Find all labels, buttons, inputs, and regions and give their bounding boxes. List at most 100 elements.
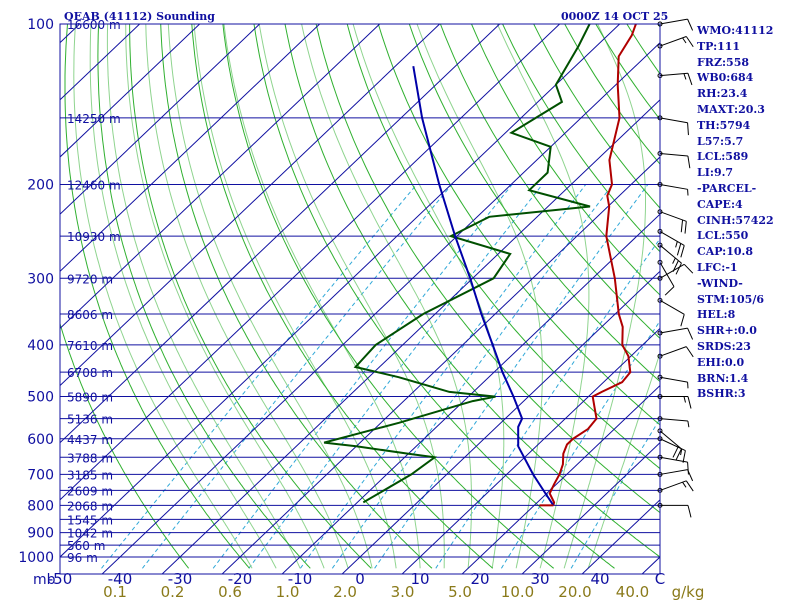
moist-adiabat: [563, 24, 646, 569]
pressure-tick-label: 100: [27, 17, 54, 33]
moist-adiabat: [258, 24, 445, 569]
wind-barb: [657, 480, 694, 493]
indices-panel: WMO:41112 TP:111 FRZ:558 WB0:684 RH:23.4 MAXT…: [697, 23, 774, 402]
height-label: 7610 m: [67, 339, 113, 353]
wind-barb-flag: [685, 346, 694, 358]
moist-adiabat: [496, 24, 590, 569]
pressure-tick-label: 700: [27, 467, 54, 483]
isotherm: [281, 213, 660, 574]
mixing-ratio-label: 5.0: [448, 583, 472, 600]
isotherm: [521, 442, 660, 574]
index-item: CINH:57422: [697, 213, 774, 227]
wind-barb: [657, 469, 694, 482]
wind-barb-staff: [659, 376, 688, 383]
wind-barb-flag: [687, 462, 689, 475]
mixing-ratio-label: 0.6: [218, 583, 242, 600]
pressure-tick-label: 200: [27, 177, 54, 193]
moist-adiabat: [145, 24, 349, 569]
index-item: BSHR:3: [697, 387, 746, 401]
pressure-tick-label: 600: [27, 432, 54, 448]
index-item: STM:105/6: [697, 292, 764, 306]
mixing-ratio-line: [101, 184, 417, 569]
isotherm: [60, 24, 500, 444]
height-label: 14250 m: [67, 112, 121, 126]
index-item: WB0:684: [697, 71, 754, 85]
isotherm: [101, 42, 660, 574]
wind-barb: [657, 394, 692, 409]
moist-adiabat: [301, 24, 472, 569]
wind-barb-half-flag: [680, 448, 683, 456]
dry-adiabat: [502, 24, 660, 253]
wind-barb: [657, 228, 685, 258]
index-item: BRN:1.4: [697, 371, 749, 385]
wind-barb-half-flag: [682, 37, 687, 44]
dry-adiabats: [60, 12, 800, 569]
wind-barb-flag: [685, 480, 694, 492]
wind-barb-flag: [684, 221, 687, 234]
wind-barb-staff: [659, 18, 688, 25]
index-item: MAXT:20.3: [697, 102, 765, 116]
dry-adiabat: [60, 322, 190, 569]
wind-barb-flag: [683, 263, 694, 274]
index-item: -WIND-: [697, 276, 743, 290]
dry-adiabat: [315, 24, 660, 514]
wind-barb-flag: [682, 450, 686, 463]
height-labels: 14250 m 12460 m 10930 m 9720 m 8606 m 7610 m 6…: [67, 18, 121, 565]
temperature-line: [548, 24, 637, 506]
dry-adiabat: [470, 24, 660, 296]
height-label: 560 m: [67, 539, 105, 553]
moist-adiabat: [193, 24, 397, 569]
height-label: 16600 m: [67, 18, 121, 32]
wind-barb: [657, 502, 692, 518]
wind-barb-staff: [659, 244, 682, 264]
dry-adiabat: [773, 12, 800, 568]
wind-barb: [657, 72, 693, 86]
index-item: CAPE:4: [697, 197, 743, 211]
wind-barb-staff: [659, 346, 687, 357]
wind-barb-flag: [687, 469, 694, 482]
pressure-tick-label: 800: [27, 498, 54, 514]
wind-barb: [657, 416, 690, 428]
wind-barb-staff: [659, 183, 688, 190]
index-item: WMO:41112: [697, 24, 774, 37]
isotherm: [401, 327, 660, 574]
isotherms: [60, 24, 660, 574]
wind-barb-staff: [659, 299, 685, 315]
mixing-ratio-line: [500, 320, 660, 569]
mixing-ratio-line: [212, 184, 513, 569]
mixing-ratio-line: [570, 417, 660, 569]
wind-barbs: [657, 18, 694, 518]
mixing-ratio-label: 40.0: [616, 583, 649, 600]
index-item: L57:5.7: [697, 134, 744, 148]
wind-barb: [657, 327, 694, 340]
valid-time: 0000Z 14 OCT 25: [561, 10, 669, 23]
index-item: LCL:550: [697, 229, 749, 243]
moist-adiabat: [89, 24, 277, 569]
pressure-unit-label: mb: [33, 572, 56, 588]
temperature-tick-label: 0: [355, 570, 365, 588]
wind-barb-flag: [676, 243, 682, 256]
pressure-tick-label: 300: [27, 271, 54, 287]
temperature-tick-label: 20: [470, 570, 489, 588]
wind-barb-flag: [664, 286, 675, 296]
wind-barb-staff: [659, 438, 686, 452]
wind-barb: [657, 36, 694, 49]
wind-barb-flag: [672, 446, 679, 458]
dry-adiabat: [284, 24, 660, 558]
index-item: TH:5794: [697, 118, 751, 132]
moist-adiabat: [73, 24, 253, 569]
dry-adiabat: [253, 24, 615, 569]
temperature-tick-label: C: [655, 570, 665, 588]
wind-barb-staff: [659, 480, 687, 491]
wind-barb-staff: [659, 117, 688, 124]
index-item: SRDS:23: [697, 339, 751, 353]
moist-adiabat: [223, 24, 421, 569]
wind-barb-half-flag: [683, 396, 686, 403]
wind-barb-staff: [659, 211, 687, 222]
wind-barb-flag: [687, 327, 694, 340]
moist-adiabat: [167, 24, 373, 569]
wind-barb-staff: [659, 36, 687, 47]
wind-barb-staff: [659, 327, 688, 334]
wind-barb: [657, 181, 689, 196]
